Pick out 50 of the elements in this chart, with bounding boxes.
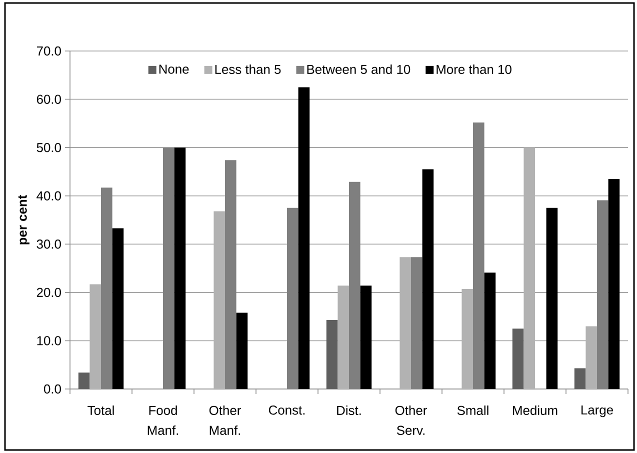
y-tick-label: 0.0 [44,384,61,394]
x-tick-label: Const. [268,406,305,415]
bar [90,284,101,389]
bar [338,286,349,389]
bar [462,289,473,389]
bar [411,257,422,389]
x-tick-label: Other Serv. [395,406,427,435]
bar [101,188,112,389]
bar [163,148,174,389]
x-tick-label: Medium [513,406,558,416]
bar [236,312,248,389]
x-tick-label: Dist. [337,406,361,416]
bar [349,182,360,389]
bar [473,122,484,389]
bar [574,368,586,389]
legend-label: Between 5 and 10 [307,64,410,74]
x-tick-label: Small [457,406,488,416]
legend-label: Less than 5 [215,64,281,74]
bar [400,257,411,389]
y-axis-title: per cent [18,194,30,244]
bar [214,211,225,389]
bar [484,272,496,389]
bar [225,160,236,389]
bar [608,178,620,389]
bar [586,326,597,389]
bar [422,169,434,389]
bar [546,208,558,389]
bar [287,208,298,389]
y-tick-label: 70.0 [36,46,61,56]
y-tick-label: 30.0 [36,240,61,249]
y-tick-label: 40.0 [36,191,61,200]
x-tick-label: Large [582,406,613,418]
bar [298,87,310,389]
y-tick-label: 50.0 [36,142,61,152]
x-tick-label: Food Manf. [148,406,178,435]
y-tick-label: 20.0 [36,288,61,298]
bar [78,372,90,389]
y-tick-label: 10.0 [37,336,61,346]
bar [512,328,524,389]
x-tick-label: Other Manf. [209,406,241,435]
y-tick-label: 60.0 [36,94,61,104]
bar [360,286,372,389]
bar [174,148,186,389]
legend-label: None [159,64,189,74]
bar [524,148,535,389]
legend-label: More than 10 [436,64,512,74]
x-tick-label: Total [88,406,114,416]
bar [112,228,124,389]
bar [326,320,338,389]
bar [596,200,608,389]
